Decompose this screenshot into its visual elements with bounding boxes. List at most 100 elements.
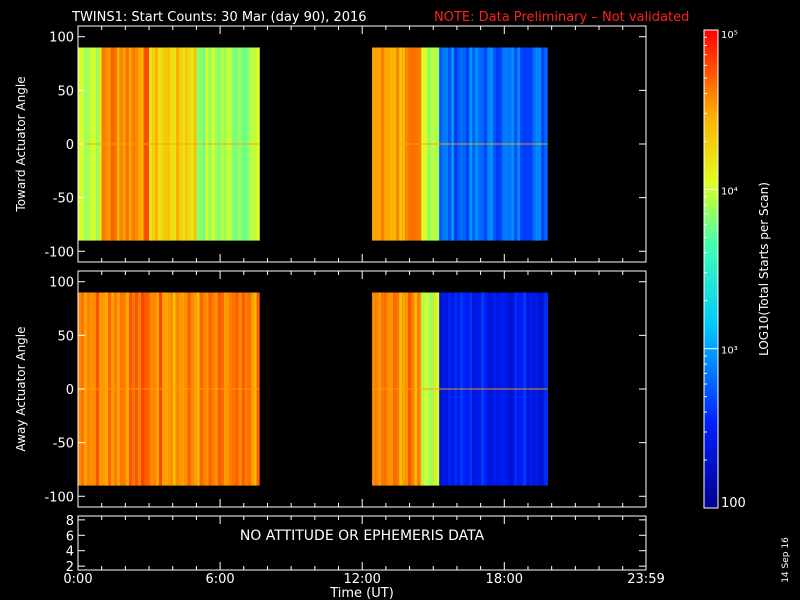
heatmap-column — [116, 47, 120, 241]
heatmap-column — [238, 47, 242, 241]
heatmap-column — [93, 292, 97, 486]
heatmap-column — [393, 47, 397, 241]
panel-2: -100 -50 0 50 100 Away Actuator Angle — [14, 270, 647, 508]
heatmap-column — [126, 292, 130, 486]
y-tick-label: -100 — [44, 490, 74, 505]
zero-angle-stripe — [78, 143, 260, 145]
heatmap-column — [110, 47, 114, 241]
heatmap-column — [466, 292, 470, 486]
heatmap-column — [241, 292, 245, 486]
heatmap-column — [162, 292, 166, 486]
heatmap-column — [176, 47, 180, 241]
heatmap-column — [496, 292, 500, 486]
heatmap-column — [214, 292, 218, 486]
heatmap-column — [190, 292, 194, 486]
heatmap-column — [220, 47, 224, 241]
heatmap-column — [171, 292, 173, 486]
heatmap-column — [390, 292, 394, 486]
heatmap-column — [159, 292, 163, 486]
heatmap-column — [487, 47, 491, 241]
heatmap-column — [235, 47, 239, 241]
heatmap-column — [147, 292, 151, 486]
heatmap-column — [484, 47, 488, 241]
heatmap-column — [247, 292, 251, 486]
y-axis-label: Toward Actuator Angle — [14, 76, 28, 212]
heatmap-column — [547, 292, 548, 486]
heatmap-segment — [439, 47, 548, 241]
heatmap-column — [131, 47, 135, 241]
heatmap-column — [150, 292, 154, 486]
heatmap-column — [529, 47, 533, 241]
heatmap-column — [250, 292, 254, 486]
heatmap-column — [508, 47, 512, 241]
heatmap-column — [451, 292, 455, 486]
heatmap-column — [472, 47, 476, 241]
heatmap-column — [436, 292, 440, 486]
heatmap-column — [526, 292, 530, 486]
heatmap-column — [390, 47, 394, 241]
heatmap-column — [430, 47, 434, 241]
heatmap-column — [187, 292, 191, 486]
heatmap-column — [405, 47, 409, 241]
heatmap-column — [484, 292, 488, 486]
heatmap-column — [420, 47, 422, 241]
heatmap-column — [196, 47, 200, 241]
x-tick-label: 23:59 — [627, 572, 664, 587]
heatmap-column — [520, 292, 524, 486]
heatmap-segment — [421, 292, 440, 486]
heatmap-column — [211, 47, 215, 241]
heatmap-column — [445, 47, 449, 241]
heatmap-column — [408, 292, 412, 486]
heatmap-column — [93, 47, 97, 241]
y-tick-label: 100 — [49, 31, 74, 46]
heatmap-column — [481, 292, 485, 486]
heatmap-column — [427, 47, 431, 241]
heatmap-column — [232, 292, 236, 486]
y-tick-label: 50 — [57, 84, 74, 99]
heatmap-column — [87, 47, 91, 241]
heatmap-column — [229, 292, 233, 486]
heatmap-column — [208, 292, 212, 486]
heatmap-column — [451, 47, 455, 241]
x-tick-label: 12:00 — [343, 572, 380, 587]
heatmap-column — [457, 47, 461, 241]
heatmap-column — [144, 292, 148, 486]
heatmap-column — [223, 292, 227, 486]
heatmap-column — [396, 47, 400, 241]
heatmap-column — [538, 47, 542, 241]
heatmap-column — [199, 47, 203, 241]
y-tick-label: -50 — [53, 192, 74, 207]
heatmap-column — [454, 292, 458, 486]
heatmap-column — [141, 292, 145, 486]
heatmap-column — [113, 47, 117, 241]
heatmap-column — [411, 292, 415, 486]
heatmap-column — [427, 292, 431, 486]
heatmap-column — [499, 292, 503, 486]
heatmap-column — [202, 292, 206, 486]
heatmap-column — [502, 292, 506, 486]
heatmap-column — [375, 292, 379, 486]
heatmap-column — [387, 292, 391, 486]
heatmap-column — [241, 47, 245, 241]
heatmap-column — [220, 292, 224, 486]
heatmap-column — [137, 47, 141, 241]
heatmap-column — [101, 47, 105, 241]
heatmap-column — [417, 292, 421, 486]
heatmap-column — [119, 47, 123, 241]
heatmap-column — [411, 47, 415, 241]
heatmap-segment — [372, 47, 422, 241]
heatmap-column — [105, 292, 109, 486]
heatmap-column — [442, 47, 446, 241]
x-tick-label: 18:00 — [486, 572, 523, 587]
heatmap-column — [161, 47, 165, 241]
heatmap-column — [445, 292, 449, 486]
zero-angle-stripe — [372, 143, 548, 145]
heatmap-column — [111, 292, 115, 486]
heatmap-column — [381, 47, 385, 241]
heatmap-column — [544, 292, 548, 486]
panel-1: -100 -50 0 50 100 Toward Actuator Angle — [14, 25, 647, 263]
heatmap-column — [134, 47, 138, 241]
heatmap-column — [182, 47, 186, 241]
heatmap-column — [122, 47, 126, 241]
heatmap-column — [117, 292, 121, 486]
